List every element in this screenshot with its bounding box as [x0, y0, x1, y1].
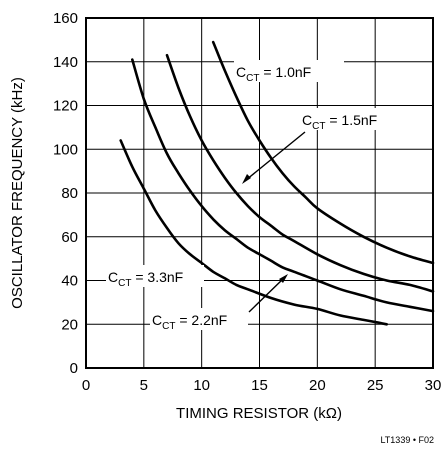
arrow-1-5nf	[245, 131, 306, 181]
svg-text:CCT = 3.3nF: CCT = 3.3nF	[108, 269, 183, 289]
plot-frame	[85, 17, 434, 369]
arrowhead-1-5nf	[242, 174, 251, 184]
x-tick-label: 30	[425, 377, 442, 394]
annotation-1-0nf: CCT = 1.0nF	[234, 60, 344, 84]
curve-series-0	[211, 40, 435, 265]
annotation-2-2nf: CCT = 2.2nF	[150, 274, 288, 332]
y-tick-label: 100	[53, 141, 78, 158]
x-axis-label: TIMING RESISTOR (kΩ)	[176, 405, 342, 422]
x-tick-label: 25	[367, 377, 384, 394]
y-tick-label: 0	[70, 360, 78, 377]
y-tick-label: 120	[53, 98, 78, 115]
curve-series-3	[119, 139, 388, 326]
x-tick-label: 20	[309, 377, 326, 394]
y-tick-label: 140	[53, 54, 78, 71]
y-axis-label: OSCILLATOR FREQUENCY (kHz)	[9, 77, 26, 309]
figure-label: LT1339 • F02	[380, 435, 434, 445]
y-tick-label: 80	[61, 185, 78, 202]
annotation-1-5nf: CCT = 1.5nF	[242, 108, 396, 184]
x-tick-label: 10	[193, 377, 210, 394]
curve-series-2	[131, 58, 435, 313]
x-tick-labels: 0 5 10 15 20 25 30	[82, 377, 442, 394]
y-tick-labels: 0 20 40 60 80 100 120 140 160	[53, 10, 78, 377]
arrow-2-2nf	[248, 277, 285, 313]
svg-text:CCT = 1.0nF: CCT = 1.0nF	[236, 64, 311, 84]
x-tick-label: 5	[140, 377, 148, 394]
y-tick-label: 40	[61, 273, 78, 290]
y-tick-label: 160	[53, 10, 78, 27]
annotation-3-3nf: CCT = 3.3nF	[106, 265, 204, 289]
x-tick-label: 0	[82, 377, 90, 394]
x-tick-label: 15	[251, 377, 268, 394]
svg-text:CCT = 1.5nF: CCT = 1.5nF	[302, 112, 377, 132]
svg-text:CCT = 2.2nF: CCT = 2.2nF	[152, 312, 227, 332]
y-tick-label: 20	[61, 316, 78, 333]
curves	[119, 40, 435, 326]
curve-series-1	[165, 53, 435, 293]
y-tick-label: 60	[61, 229, 78, 246]
arrowhead-2-2nf	[279, 274, 288, 283]
